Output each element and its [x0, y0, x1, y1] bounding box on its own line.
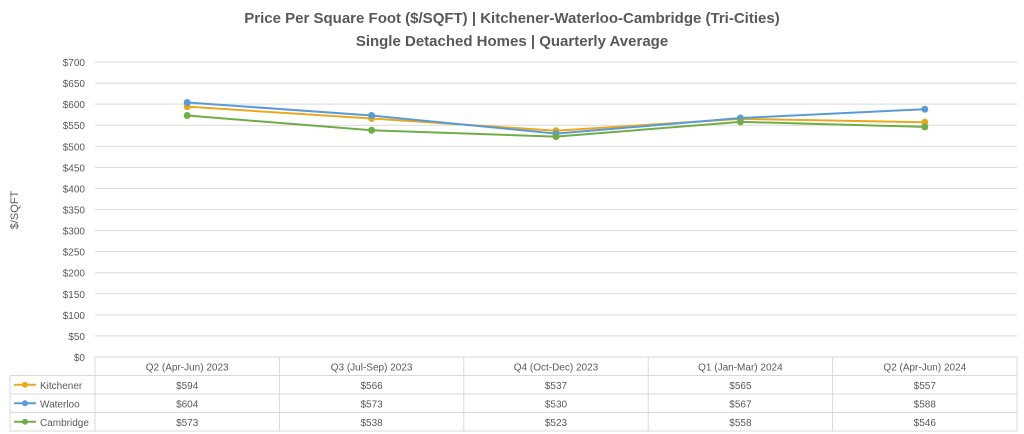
data-table-cell: $558	[729, 418, 752, 429]
x-category-label: Q2 (Apr-Jun) 2023	[146, 362, 229, 373]
y-tick-label: $650	[63, 79, 86, 90]
x-category-label: Q3 (Jul-Sep) 2023	[331, 362, 413, 373]
y-tick-label: $250	[63, 248, 86, 259]
data-table-cell: $567	[729, 399, 752, 410]
y-tick-label: $500	[63, 142, 86, 153]
data-table-cell: $604	[176, 399, 199, 410]
legend-key-marker	[22, 381, 28, 388]
data-point-waterloo	[921, 105, 929, 113]
legend-label: Kitchener	[40, 381, 83, 392]
legend-key-marker	[22, 418, 28, 425]
x-category-label: Q1 (Jan-Mar) 2024	[698, 362, 783, 373]
y-tick-label: $300	[63, 227, 86, 238]
data-table-cell: $530	[545, 399, 568, 410]
y-tick-label: $200	[63, 269, 86, 280]
data-table-cell: $523	[545, 418, 568, 429]
y-tick-label: $600	[63, 100, 86, 111]
legend-label: Cambridge	[40, 418, 89, 429]
y-tick-label: $150	[63, 290, 86, 301]
y-tick-label: $100	[63, 311, 86, 322]
y-axis-label: $/SQFT	[9, 190, 21, 229]
data-table-cell: $557	[914, 381, 937, 392]
data-point-cambridge	[183, 112, 191, 120]
x-category-label: Q2 (Apr-Jun) 2024	[883, 362, 966, 373]
data-table-cell: $588	[914, 399, 937, 410]
x-category-label: Q4 (Oct-Dec) 2023	[514, 362, 599, 373]
data-table-cell: $573	[176, 418, 199, 429]
y-tick-label: $350	[63, 206, 86, 217]
y-tick-label: $50	[68, 332, 85, 343]
data-table-cell: $594	[176, 381, 199, 392]
legend-label: Waterloo	[40, 399, 80, 410]
chart-title: Price Per Square Foot ($/SQFT) | Kitchen…	[244, 10, 779, 27]
y-tick-label: $400	[63, 184, 86, 195]
data-table-cell: $537	[545, 381, 568, 392]
chart-subtitle: Single Detached Homes | Quarterly Averag…	[356, 33, 668, 50]
data-table-cell: $573	[360, 399, 383, 410]
data-table-cell: $565	[729, 381, 752, 392]
y-tick-label: $0	[74, 353, 86, 364]
data-point-waterloo	[183, 98, 191, 106]
data-point-cambridge	[552, 133, 560, 141]
y-tick-label: $700	[63, 58, 86, 69]
data-table-cell: $566	[360, 381, 383, 392]
y-tick-label: $550	[63, 121, 86, 132]
data-point-cambridge	[368, 126, 376, 134]
data-point-cambridge	[921, 123, 929, 131]
y-tick-label: $450	[63, 163, 86, 174]
data-table-cell: $546	[914, 418, 937, 429]
data-table-cell: $538	[360, 418, 383, 429]
legend-key-marker	[22, 400, 28, 407]
data-point-waterloo	[368, 112, 376, 120]
data-point-cambridge	[736, 118, 744, 126]
